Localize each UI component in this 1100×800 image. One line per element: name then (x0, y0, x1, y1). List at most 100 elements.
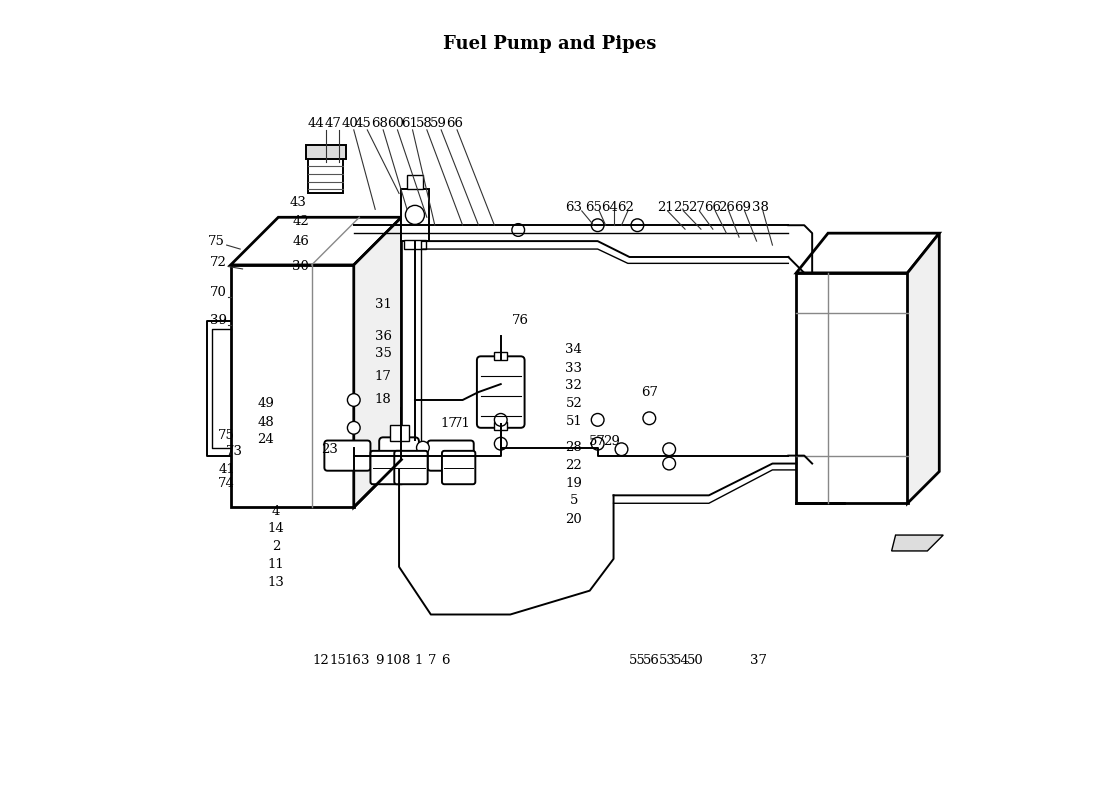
Text: 15: 15 (330, 654, 346, 667)
Text: 26: 26 (718, 202, 735, 214)
Text: 75: 75 (208, 234, 224, 248)
Circle shape (663, 457, 675, 470)
Bar (308, 158, 343, 194)
Text: 35: 35 (375, 347, 392, 361)
Text: 59: 59 (430, 117, 448, 130)
Text: 17: 17 (441, 418, 458, 430)
Text: 66: 66 (704, 202, 722, 214)
Text: 18: 18 (375, 394, 392, 406)
Text: 75: 75 (218, 430, 235, 442)
Polygon shape (892, 535, 944, 551)
Text: 42: 42 (293, 214, 309, 228)
Text: 56: 56 (644, 654, 660, 667)
Text: 9: 9 (375, 654, 384, 667)
Text: 60: 60 (386, 117, 404, 130)
Text: 32: 32 (565, 379, 582, 392)
Text: 71: 71 (454, 418, 471, 430)
Text: 20: 20 (565, 513, 582, 526)
Text: 33: 33 (565, 362, 582, 374)
Text: 2: 2 (272, 541, 280, 554)
Text: 49: 49 (257, 398, 274, 410)
Text: 70: 70 (210, 286, 228, 299)
FancyBboxPatch shape (379, 438, 419, 474)
Text: 11: 11 (267, 558, 284, 571)
Text: 28: 28 (565, 441, 582, 454)
Bar (400, 190, 429, 241)
Text: 68: 68 (371, 117, 387, 130)
FancyBboxPatch shape (371, 451, 404, 484)
Text: 6: 6 (441, 654, 450, 667)
Text: 19: 19 (565, 477, 582, 490)
FancyBboxPatch shape (324, 441, 371, 470)
Text: 22: 22 (565, 458, 582, 472)
Text: 4: 4 (272, 505, 280, 518)
Circle shape (417, 442, 429, 454)
Text: 31: 31 (375, 298, 392, 311)
Text: 37: 37 (749, 654, 767, 667)
Polygon shape (231, 218, 402, 265)
Bar (231, 265, 354, 507)
Text: 57: 57 (590, 435, 606, 448)
Text: 69: 69 (734, 202, 751, 214)
Text: 64: 64 (601, 202, 618, 214)
Text: 76: 76 (513, 314, 529, 327)
Text: 30: 30 (293, 260, 309, 273)
Text: 36: 36 (375, 330, 392, 343)
Text: 73: 73 (227, 445, 243, 458)
Text: 24: 24 (257, 434, 274, 446)
Polygon shape (354, 218, 402, 507)
Text: Fuel Pump and Pipes: Fuel Pump and Pipes (443, 34, 657, 53)
Circle shape (348, 394, 360, 406)
Circle shape (615, 443, 628, 456)
Circle shape (592, 438, 604, 450)
Text: 65: 65 (585, 202, 602, 214)
Text: 63: 63 (565, 202, 582, 214)
Bar (404, 239, 426, 249)
Text: 67: 67 (641, 386, 658, 398)
Text: 17: 17 (375, 370, 392, 382)
Text: 14: 14 (267, 522, 284, 535)
Text: 58: 58 (416, 117, 433, 130)
Text: 44: 44 (307, 117, 324, 130)
Bar (494, 352, 507, 360)
Bar (796, 273, 908, 503)
FancyBboxPatch shape (394, 451, 428, 484)
Circle shape (663, 443, 675, 456)
Circle shape (642, 412, 656, 425)
Circle shape (592, 414, 604, 426)
Text: 45: 45 (355, 117, 372, 130)
Text: 47: 47 (324, 117, 342, 130)
Bar (407, 175, 422, 190)
Text: 46: 46 (293, 234, 309, 248)
Text: 16: 16 (344, 654, 362, 667)
Text: 23: 23 (321, 442, 338, 456)
Circle shape (631, 219, 644, 231)
Circle shape (592, 219, 604, 231)
Circle shape (494, 414, 507, 426)
Text: 74: 74 (218, 477, 235, 490)
Text: 52: 52 (565, 398, 582, 410)
Polygon shape (796, 233, 939, 273)
Bar (306, 145, 345, 159)
Text: 62: 62 (617, 202, 634, 214)
Text: 51: 51 (565, 415, 582, 428)
Text: 7: 7 (428, 654, 437, 667)
Text: 50: 50 (688, 654, 704, 667)
Text: 1: 1 (415, 654, 424, 667)
FancyBboxPatch shape (442, 451, 475, 484)
Circle shape (348, 422, 360, 434)
Text: 61: 61 (400, 117, 418, 130)
Text: 55: 55 (629, 654, 646, 667)
Text: 21: 21 (657, 202, 673, 214)
Text: 29: 29 (604, 435, 620, 448)
Text: 3: 3 (362, 654, 370, 667)
Text: 12: 12 (312, 654, 330, 667)
Text: 8: 8 (402, 654, 409, 667)
Text: 40: 40 (341, 117, 359, 130)
Bar (389, 426, 408, 442)
Text: 34: 34 (565, 343, 582, 357)
Text: 53: 53 (659, 654, 676, 667)
Text: 72: 72 (210, 256, 228, 269)
Text: 54: 54 (673, 654, 690, 667)
Text: 39: 39 (210, 314, 228, 327)
